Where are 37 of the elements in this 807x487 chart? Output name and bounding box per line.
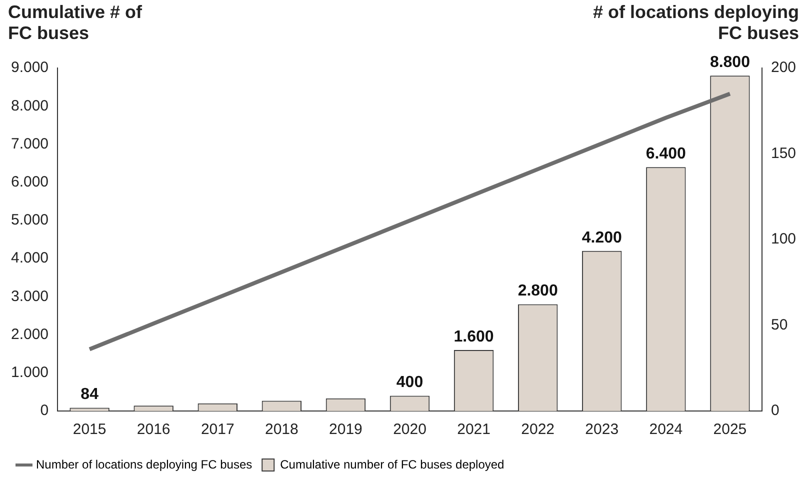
y2-tick-label: 100 <box>770 230 796 248</box>
data-label: 2.800 <box>518 282 558 300</box>
data-label: 84 <box>80 386 99 404</box>
x-tick-label: 2015 <box>72 421 106 438</box>
x-tick-label: 2025 <box>713 421 747 438</box>
y2-tick-label: 200 <box>770 59 796 76</box>
y2-tick-label: 150 <box>770 144 796 162</box>
data-label: 6.400 <box>646 145 686 162</box>
y-tick-label: 6.000 <box>10 173 49 190</box>
x-tick-label: 2019 <box>329 421 362 438</box>
data-label: 1.600 <box>454 328 494 346</box>
y2-tick-label: 0 <box>770 402 780 420</box>
legend-label: Number of locations deploying FC buses <box>36 457 252 472</box>
data-label: 400 <box>396 374 424 392</box>
y-tick-label: 7.000 <box>10 135 49 152</box>
y-tick-label: 5.000 <box>10 212 49 229</box>
x-tick-label: 2021 <box>457 421 490 438</box>
y2-tick-label: 50 <box>770 316 788 334</box>
y-tick-label: 8.000 <box>10 97 49 114</box>
y-tick-label: 3.000 <box>10 288 49 305</box>
x-tick-label: 2023 <box>585 421 619 438</box>
x-tick-label: 2017 <box>200 421 234 438</box>
x-tick-label: 2016 <box>136 421 170 438</box>
x-tick-label: 2022 <box>521 421 555 438</box>
x-tick-label: 2024 <box>649 421 683 438</box>
legend-label: Cumulative number of FC buses deployed <box>280 457 504 472</box>
y-tick-label: 2.000 <box>10 326 49 343</box>
y2-axis-title: # of locations deploying FC buses <box>592 2 799 44</box>
x-tick-label: 2020 <box>393 421 426 438</box>
y-tick-label: 0 <box>40 402 49 420</box>
y-tick-label: 1.000 <box>10 364 49 382</box>
data-label: 4.200 <box>582 229 622 246</box>
y-axis-title: Cumulative # of FC buses <box>8 2 144 44</box>
y-tick-label: 9.000 <box>10 59 49 76</box>
y-tick-label: 4.000 <box>10 250 49 267</box>
data-label: 8.800 <box>710 54 750 72</box>
x-tick-label: 2018 <box>264 421 298 438</box>
